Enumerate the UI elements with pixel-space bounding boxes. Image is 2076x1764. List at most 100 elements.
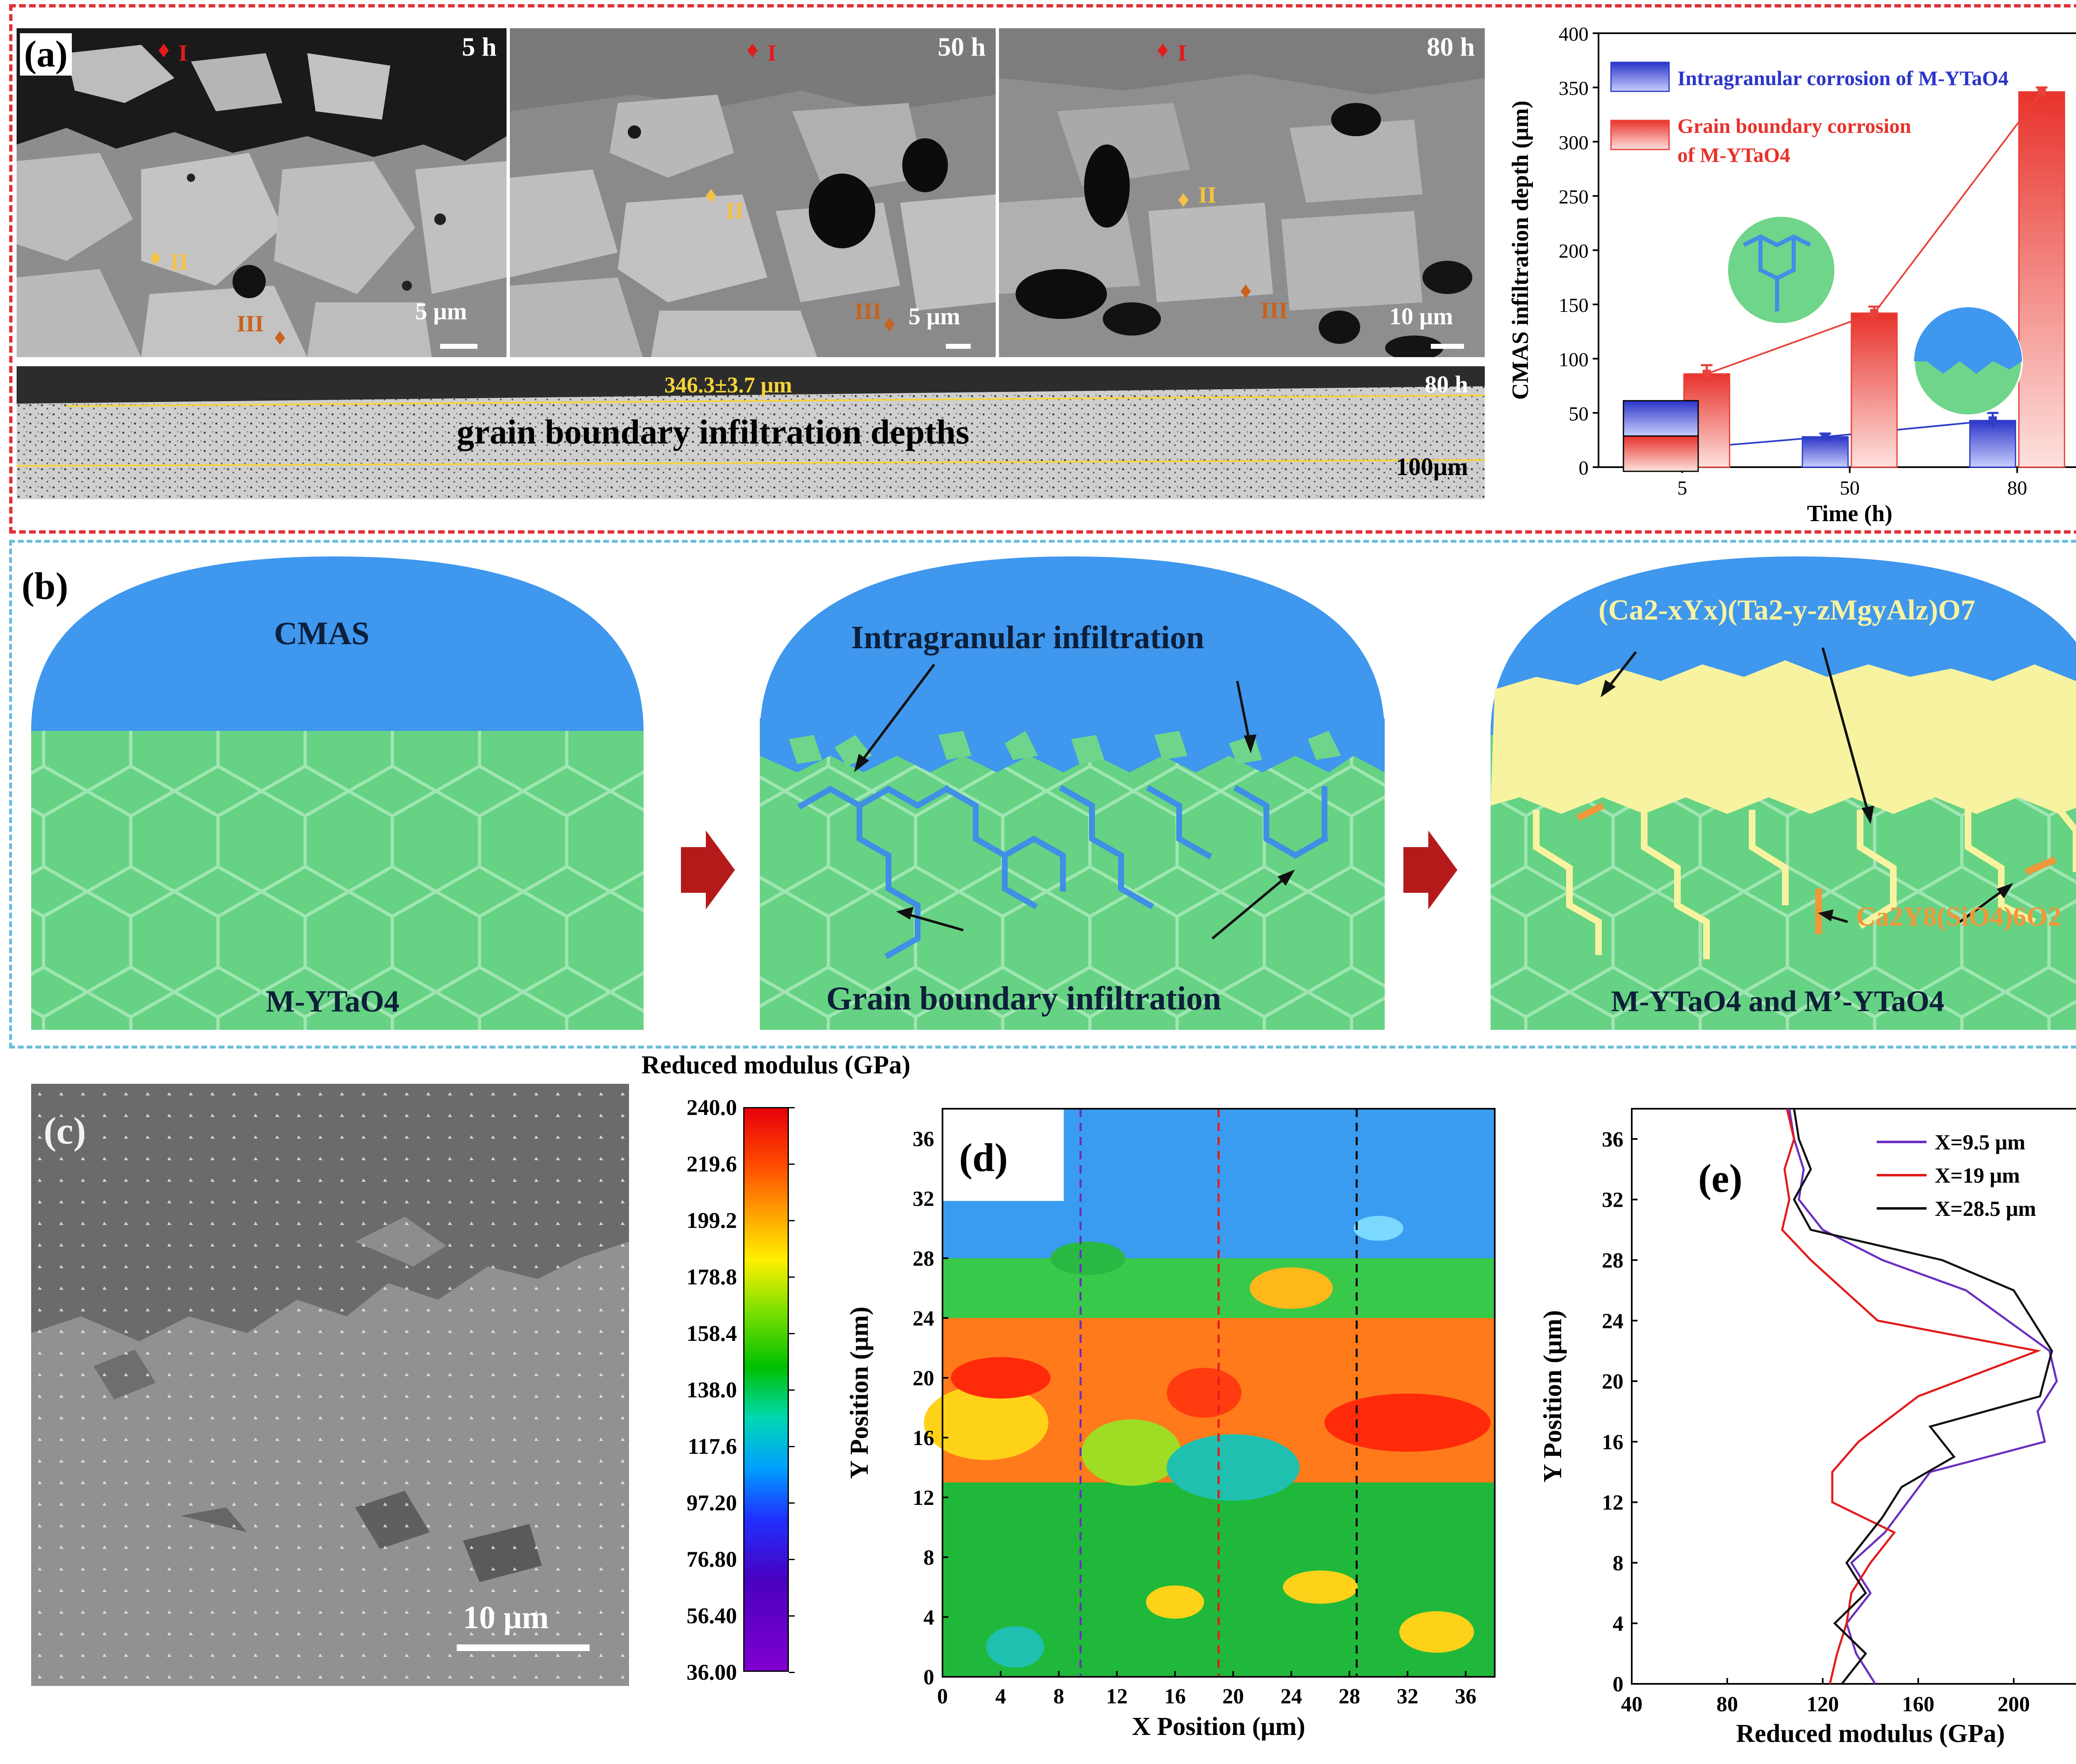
x-tick-label: 50 <box>1840 477 1860 499</box>
marker-III-label: III <box>237 311 264 337</box>
colorbar-tick-label: 56.40 <box>686 1603 737 1628</box>
marker-III-label: III <box>1261 298 1288 323</box>
x-axis-title: X Position (μm) <box>1132 1713 1305 1741</box>
marker-III: ♦ <box>1240 278 1252 304</box>
heatmap-blob <box>1082 1419 1181 1486</box>
y-tick-label: 20 <box>913 1367 934 1390</box>
cross-section-scale: 100μm <box>1396 453 1468 480</box>
series-line <box>1788 1108 2058 1685</box>
y-tick-label: 36 <box>1602 1128 1623 1152</box>
y-tick-label: 100 <box>1559 349 1589 371</box>
colorbar-tick <box>789 1164 795 1165</box>
marker-II: ♦ <box>1178 186 1190 212</box>
y-tick-label: 350 <box>1559 78 1589 100</box>
sem-micrograph <box>17 28 507 357</box>
arrow-right-icon <box>1403 831 1457 909</box>
stage2-top-label: Intragranular infiltration <box>851 619 1204 655</box>
marker-I: ♦ <box>1157 37 1169 63</box>
x-tick-label: 20 <box>1222 1685 1244 1708</box>
y-tick-label: 28 <box>913 1247 934 1271</box>
inset-cmas-layer <box>1914 307 2022 374</box>
y-tick-label: 8 <box>923 1546 934 1570</box>
x-tick-label: 120 <box>1807 1693 1839 1716</box>
infiltration-bar-chart: 0 50 100 150 200 250 300 350 400 5 50 80 Intragranul… <box>1508 23 2076 527</box>
y-tick-label: 36 <box>913 1127 934 1151</box>
stage3-bottom-label: M-YTaO4 and M’-YTaO4 <box>1611 985 1944 1018</box>
y-tick-label: 200 <box>1559 240 1589 262</box>
sem-image-80h: 80 h ♦ I ♦ II ♦ III 10 μm <box>999 28 1485 357</box>
heatmap-blob <box>1050 1242 1125 1275</box>
bar <box>1802 436 1849 468</box>
legend-label: X=19 μm <box>1935 1164 2020 1188</box>
sem-micrograph <box>999 28 1485 357</box>
y-tick-label: 16 <box>913 1426 934 1450</box>
colorbar-tick <box>789 1446 795 1447</box>
scale-label: 5 μm <box>415 298 467 325</box>
colorbar-tick <box>789 1107 795 1108</box>
stage3-phase-label: Ca2Y8(SiO4)6O2 <box>1856 902 2061 932</box>
inset-grain-boundary-icon <box>1726 215 1836 325</box>
arrow-right-icon <box>681 831 735 909</box>
cross-section-micrograph <box>17 366 1485 499</box>
x-tick-label: 32 <box>1397 1685 1418 1708</box>
scale-bar <box>946 344 971 349</box>
heatmap-blob <box>1283 1570 1358 1604</box>
panel-d-letter: (d) <box>959 1135 1008 1180</box>
panel-e-letter: (e) <box>1698 1156 1743 1200</box>
y-tick-label: 8 <box>1613 1551 1623 1575</box>
colorbar-tick <box>789 1502 795 1504</box>
x-tick-label: 8 <box>1053 1685 1064 1708</box>
plot-frame <box>942 1108 1496 1678</box>
colorbar-tick-label: 97.20 <box>686 1490 737 1515</box>
panel-c-letter: (c) <box>44 1110 86 1152</box>
y-axis-title: Y Position (μm) <box>1539 1310 1567 1482</box>
x-tick-label: 36 <box>1455 1685 1476 1708</box>
colorbar-tick <box>789 1389 795 1391</box>
x-tick-label: 160 <box>1902 1693 1934 1716</box>
heatmap-blob <box>1250 1267 1333 1309</box>
heatmap-blob <box>924 1385 1048 1460</box>
y-tick-label: 32 <box>913 1187 934 1211</box>
y-tick-label: 250 <box>1559 186 1589 208</box>
series-line <box>1781 1108 2042 1684</box>
x-tick-label: 12 <box>1106 1685 1128 1708</box>
stage1-bottom-label: M-YTaO4 <box>266 985 400 1019</box>
bar <box>1969 420 2016 468</box>
colorbar-tick <box>789 1220 795 1221</box>
panel-c-image: (c) 10 μm <box>31 1084 629 1686</box>
y-tick-label: 0 <box>1613 1673 1623 1696</box>
y-tick-label: 0 <box>923 1666 934 1689</box>
marker-I: ♦ <box>747 37 759 63</box>
x-tick-label: 28 <box>1339 1685 1360 1708</box>
bar <box>2018 91 2065 468</box>
colorbar-title: Reduced modulus (GPa) <box>641 1051 911 1079</box>
heatmap-blob <box>1354 1216 1403 1241</box>
colorbar-tick-label: 240.0 <box>686 1095 737 1120</box>
marker-III-label: III <box>854 299 882 324</box>
colorbar-tick-label: 36.00 <box>686 1660 737 1685</box>
scale-bar <box>457 1644 590 1651</box>
colorbar-tick <box>789 1333 795 1334</box>
marker-III: ♦ <box>884 311 896 337</box>
marker-II-label: II <box>1198 182 1217 208</box>
sem-time-label: 5 h <box>462 32 497 61</box>
sem-image-5h: 5 h ♦ I ♦ II III ♦ 5 μm <box>17 28 507 357</box>
marker-I-label: I <box>179 40 188 66</box>
heatmap-blob <box>951 1357 1050 1399</box>
colorbar-tick <box>789 1559 795 1560</box>
stage3-top-label: (Ca2-xYx)(Ta2-y-zMgyAlz)O7 <box>1599 594 1976 626</box>
scale-bar <box>440 344 477 349</box>
x-axis-title: Time (h) <box>1807 501 1892 527</box>
marker-I: ♦ <box>158 37 170 63</box>
heatmap-blob <box>1146 1585 1204 1619</box>
y-axis-title: CMAS infiltration depth (μm) <box>1508 100 1533 400</box>
x-tick-label: 80 <box>2007 477 2027 499</box>
colorbar-tick-label: 219.6 <box>686 1152 737 1176</box>
stage1-top-label: CMAS <box>274 615 370 651</box>
annotation-arrows <box>854 647 2014 940</box>
legend-label: of M-YTaO4 <box>1677 143 1790 167</box>
stage2-bottom-label: Grain boundary infiltration <box>826 980 1222 1017</box>
x-tick-label: 40 <box>1621 1693 1643 1716</box>
y-tick-label: 16 <box>1602 1431 1623 1454</box>
colorbar-tick-label: 158.4 <box>686 1321 737 1346</box>
